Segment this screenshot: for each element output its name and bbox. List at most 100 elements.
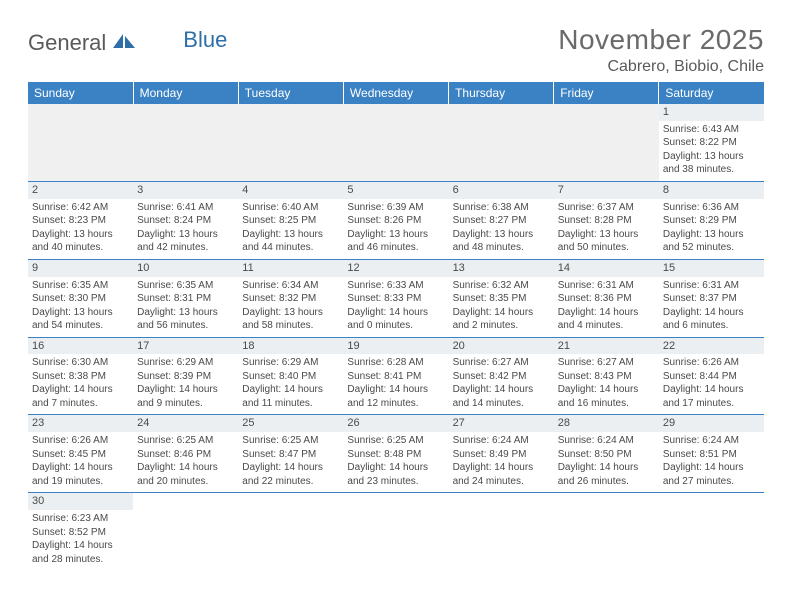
- dl1-text: Daylight: 14 hours: [32, 539, 129, 553]
- sunset-text: Sunset: 8:36 PM: [558, 292, 655, 306]
- sunrise-text: Sunrise: 6:29 AM: [137, 356, 234, 370]
- sunrise-text: Sunrise: 6:26 AM: [663, 356, 760, 370]
- calendar-cell: [554, 493, 659, 570]
- dl1-text: Daylight: 13 hours: [453, 228, 550, 242]
- sunrise-text: Sunrise: 6:38 AM: [453, 201, 550, 215]
- cell-content: Sunrise: 6:30 AMSunset: 8:38 PMDaylight:…: [32, 356, 129, 410]
- day-number: 26: [343, 415, 448, 432]
- dl2-text: and 58 minutes.: [242, 319, 339, 333]
- sunset-text: Sunset: 8:35 PM: [453, 292, 550, 306]
- dl1-text: Daylight: 14 hours: [453, 383, 550, 397]
- sunset-text: Sunset: 8:27 PM: [453, 214, 550, 228]
- calendar-cell: 24Sunrise: 6:25 AMSunset: 8:46 PMDayligh…: [133, 415, 238, 493]
- logo-text-general: General: [28, 30, 106, 56]
- calendar-cell: 6 Sunrise: 6:38 AMSunset: 8:27 PMDaylight…: [449, 181, 554, 259]
- day-number: 3: [133, 182, 238, 199]
- dl2-text: and 19 minutes.: [32, 475, 129, 489]
- dl1-text: Daylight: 13 hours: [558, 228, 655, 242]
- dl2-text: and 40 minutes.: [32, 241, 129, 255]
- day-number: 17: [133, 338, 238, 355]
- cell-content: Sunrise: 6:24 AMSunset: 8:49 PMDaylight:…: [453, 434, 550, 488]
- sunset-text: Sunset: 8:29 PM: [663, 214, 760, 228]
- calendar-cell: 2Sunrise: 6:42 AMSunset: 8:23 PMDaylight…: [28, 181, 133, 259]
- dl1-text: Daylight: 13 hours: [242, 306, 339, 320]
- calendar-cell: [449, 493, 554, 570]
- sunrise-text: Sunrise: 6:24 AM: [663, 434, 760, 448]
- day-number: 19: [343, 338, 448, 355]
- cell-content: Sunrise: 6:28 AMSunset: 8:41 PMDaylight:…: [347, 356, 444, 410]
- sunrise-text: Sunrise: 6:43 AM: [663, 123, 760, 137]
- sunrise-text: Sunrise: 6:27 AM: [558, 356, 655, 370]
- day-number: 28: [554, 415, 659, 432]
- day-number: 21: [554, 338, 659, 355]
- calendar-body: 1Sunrise: 6:43 AMSunset: 8:22 PMDaylight…: [28, 104, 764, 570]
- calendar-cell: 3Sunrise: 6:41 AMSunset: 8:24 PMDaylight…: [133, 181, 238, 259]
- sunrise-text: Sunrise: 6:40 AM: [242, 201, 339, 215]
- calendar-cell: 23Sunrise: 6:26 AMSunset: 8:45 PMDayligh…: [28, 415, 133, 493]
- sunset-text: Sunset: 8:26 PM: [347, 214, 444, 228]
- dl2-text: and 52 minutes.: [663, 241, 760, 255]
- calendar-cell: 11Sunrise: 6:34 AMSunset: 8:32 PMDayligh…: [238, 259, 343, 337]
- day-header-thursday: Thursday: [449, 82, 554, 104]
- dl2-text: and 2 minutes.: [453, 319, 550, 333]
- dl1-text: Daylight: 14 hours: [558, 461, 655, 475]
- day-number: 10: [133, 260, 238, 277]
- sunset-text: Sunset: 8:30 PM: [32, 292, 129, 306]
- day-header-sunday: Sunday: [28, 82, 133, 104]
- cell-content: Sunrise: 6:27 AMSunset: 8:42 PMDaylight:…: [453, 356, 550, 410]
- cell-content: Sunrise: 6:29 AMSunset: 8:40 PMDaylight:…: [242, 356, 339, 410]
- cell-content: Sunrise: 6:25 AMSunset: 8:48 PMDaylight:…: [347, 434, 444, 488]
- day-number: 23: [28, 415, 133, 432]
- dl1-text: Daylight: 13 hours: [32, 228, 129, 242]
- sunset-text: Sunset: 8:45 PM: [32, 448, 129, 462]
- calendar-week: 30Sunrise: 6:23 AMSunset: 8:52 PMDayligh…: [28, 493, 764, 570]
- dl2-text: and 28 minutes.: [32, 553, 129, 567]
- day-number: 15: [659, 260, 764, 277]
- day-number: 1: [659, 104, 764, 121]
- sunset-text: Sunset: 8:28 PM: [558, 214, 655, 228]
- sunset-text: Sunset: 8:39 PM: [137, 370, 234, 384]
- cell-content: Sunrise: 6:31 AMSunset: 8:36 PMDaylight:…: [558, 279, 655, 333]
- dl2-text: and 27 minutes.: [663, 475, 760, 489]
- cell-content: Sunrise: 6:35 AMSunset: 8:30 PMDaylight:…: [32, 279, 129, 333]
- calendar-week: 9Sunrise: 6:35 AMSunset: 8:30 PMDaylight…: [28, 259, 764, 337]
- calendar-cell: 27 Sunrise: 6:24 AMSunset: 8:49 PMDayligh…: [449, 415, 554, 493]
- dl2-text: and 38 minutes.: [663, 163, 760, 177]
- sunrise-text: Sunrise: 6:26 AM: [32, 434, 129, 448]
- dl2-text: and 54 minutes.: [32, 319, 129, 333]
- day-number: 7: [554, 182, 659, 199]
- sunset-text: Sunset: 8:43 PM: [558, 370, 655, 384]
- cell-content: Sunrise: 6:31 AMSunset: 8:37 PMDaylight:…: [663, 279, 760, 333]
- day-number: 27: [449, 415, 554, 432]
- sunset-text: Sunset: 8:48 PM: [347, 448, 444, 462]
- cell-content: Sunrise: 6:42 AMSunset: 8:23 PMDaylight:…: [32, 201, 129, 255]
- day-number: 6: [449, 182, 554, 199]
- calendar-cell: 26 Sunrise: 6:25 AMSunset: 8:48 PMDayligh…: [343, 415, 448, 493]
- day-number: 22: [659, 338, 764, 355]
- sunrise-text: Sunrise: 6:25 AM: [347, 434, 444, 448]
- cell-content: Sunrise: 6:29 AMSunset: 8:39 PMDaylight:…: [137, 356, 234, 410]
- day-number: 29: [659, 415, 764, 432]
- sunset-text: Sunset: 8:38 PM: [32, 370, 129, 384]
- sunrise-text: Sunrise: 6:25 AM: [242, 434, 339, 448]
- day-header-friday: Friday: [554, 82, 659, 104]
- dl1-text: Daylight: 14 hours: [347, 461, 444, 475]
- day-number: 25: [238, 415, 343, 432]
- cell-content: Sunrise: 6:27 AMSunset: 8:43 PMDaylight:…: [558, 356, 655, 410]
- dl1-text: Daylight: 14 hours: [663, 461, 760, 475]
- calendar-cell: [343, 493, 448, 570]
- dl1-text: Daylight: 14 hours: [347, 306, 444, 320]
- sunset-text: Sunset: 8:24 PM: [137, 214, 234, 228]
- day-number: 11: [238, 260, 343, 277]
- dl1-text: Daylight: 13 hours: [137, 228, 234, 242]
- sunrise-text: Sunrise: 6:31 AM: [663, 279, 760, 293]
- sunset-text: Sunset: 8:40 PM: [242, 370, 339, 384]
- dl2-text: and 16 minutes.: [558, 397, 655, 411]
- dl2-text: and 46 minutes.: [347, 241, 444, 255]
- calendar-cell: [449, 104, 554, 181]
- header: General Blue November 2025 Cabrero, Biob…: [28, 24, 764, 76]
- sunset-text: Sunset: 8:52 PM: [32, 526, 129, 540]
- cell-content: Sunrise: 6:25 AMSunset: 8:47 PMDaylight:…: [242, 434, 339, 488]
- day-header-monday: Monday: [133, 82, 238, 104]
- calendar-cell: 18Sunrise: 6:29 AMSunset: 8:40 PMDayligh…: [238, 337, 343, 415]
